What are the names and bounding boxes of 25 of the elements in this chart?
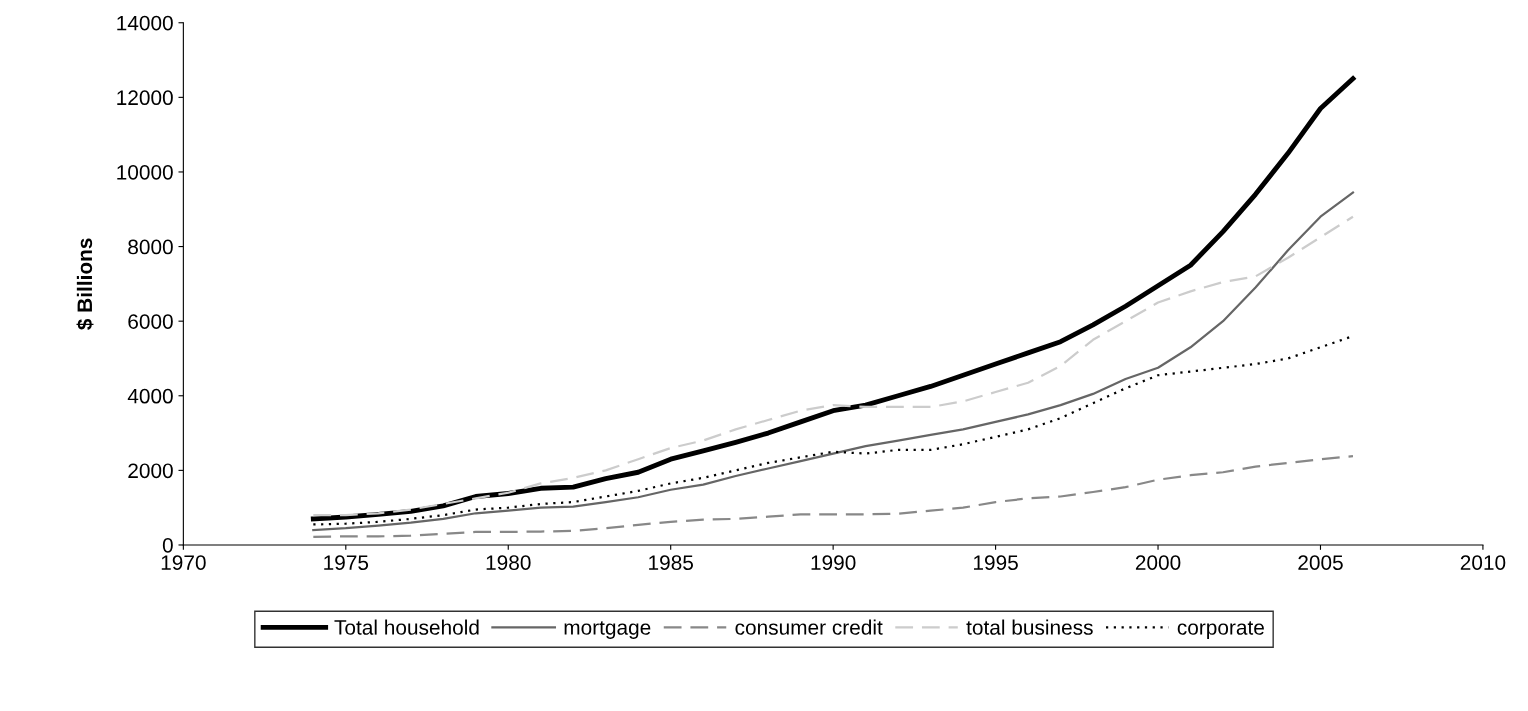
- x-tick-label: 1995: [974, 555, 1018, 571]
- y-axis-title: $ Billions: [76, 238, 94, 330]
- line-series: [312, 455, 1355, 538]
- y-tick-label: 14000: [117, 15, 173, 31]
- y-tick-label: 2000: [128, 463, 173, 479]
- x-tick-label: 1980: [486, 555, 531, 571]
- legend-label: mortgage: [564, 621, 651, 639]
- legend-label: corporate: [1177, 621, 1264, 639]
- y-tick-label: 0: [162, 537, 173, 553]
- line-series: [310, 76, 1356, 522]
- y-tick-label: 12000: [117, 90, 173, 106]
- y-tick-label: 8000: [128, 239, 173, 255]
- x-tick-label: 2010: [1460, 555, 1506, 571]
- x-tick-label: 1990: [811, 555, 856, 571]
- x-tick-label: 1985: [649, 555, 693, 571]
- x-tick-label: 1970: [161, 555, 206, 571]
- legend-label: Total household: [334, 619, 479, 635]
- legend-label: total business: [966, 619, 1093, 635]
- x-tick-label: 2005: [1298, 555, 1343, 571]
- y-tick-label: 10000: [117, 164, 173, 180]
- x-tick-label: 1975: [324, 555, 369, 571]
- x-tick-label: 2000: [1135, 555, 1181, 571]
- legend-label: consumer credit: [735, 619, 883, 635]
- y-tick-label: 6000: [128, 314, 173, 329]
- y-tick-label: 4000: [127, 388, 173, 404]
